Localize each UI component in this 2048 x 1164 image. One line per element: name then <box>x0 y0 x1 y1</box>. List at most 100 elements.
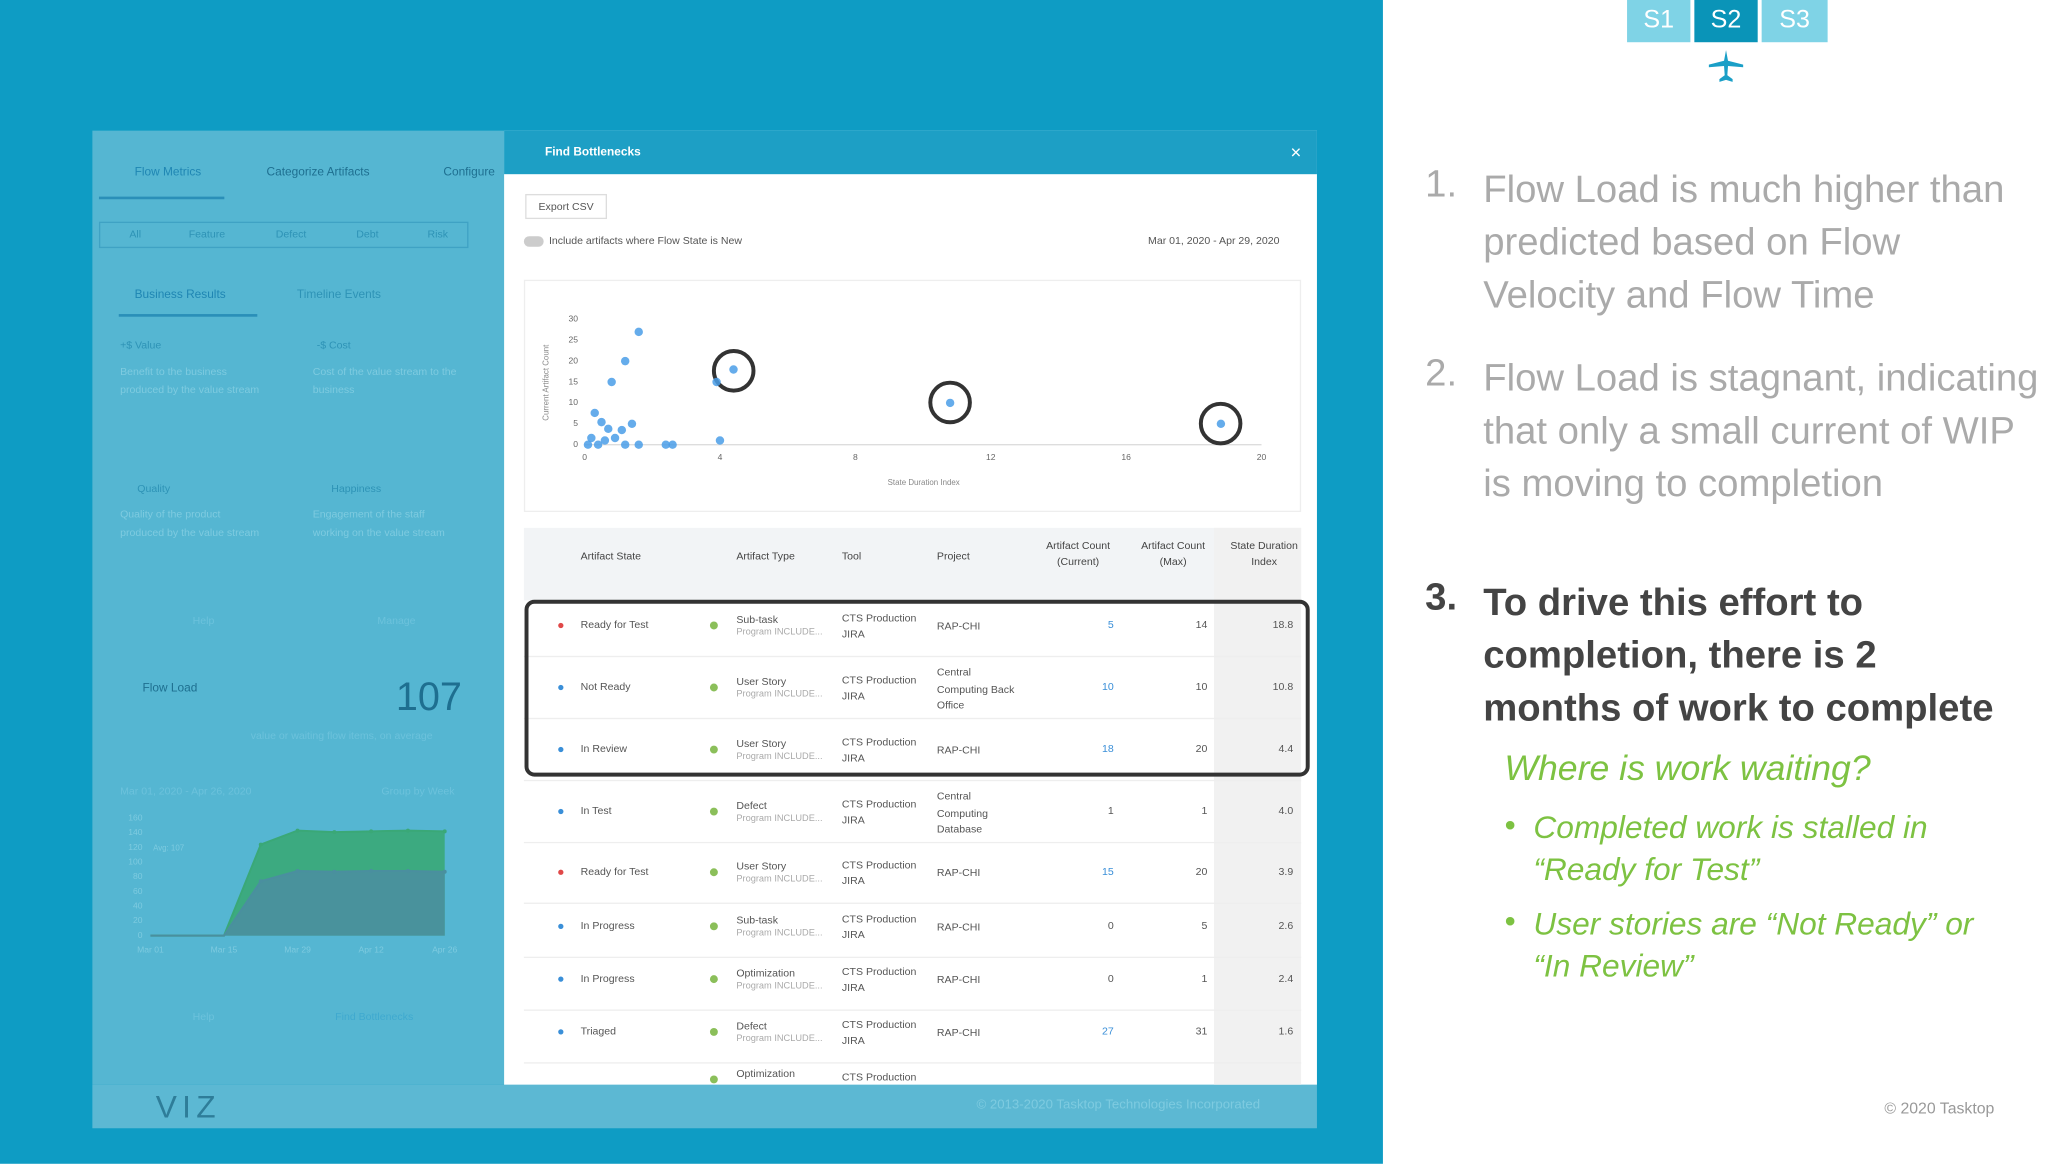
area <box>150 870 445 936</box>
manage-link[interactable]: Manage <box>377 614 416 627</box>
count: 1 <box>1107 804 1114 817</box>
filter-bar <box>98 221 469 249</box>
point <box>620 440 630 449</box>
status-dot <box>558 684 564 691</box>
find-link[interactable]: Find Bottlenecks <box>335 1010 414 1023</box>
help-link[interactable]: Help <box>192 614 215 627</box>
filter[interactable]: Defect <box>275 228 307 241</box>
logo: VIZ <box>155 1089 221 1126</box>
copyright: © 2013-2020 Tasktop Technologies Incorpo… <box>976 1097 1261 1113</box>
type: Defect <box>736 799 767 812</box>
nav-tab[interactable]: Flow Metrics <box>134 164 202 179</box>
filter[interactable]: All <box>129 228 142 241</box>
y-tick-label: 25 <box>568 334 578 344</box>
column-header[interactable]: Tool <box>841 550 862 563</box>
sdi: 10.8 <box>1272 680 1294 693</box>
card-title: -$ Cost <box>316 339 351 352</box>
nav-tab[interactable]: Configure <box>443 164 495 179</box>
column-header[interactable]: Artifact Count (Max) <box>1141 539 1206 568</box>
question: Where is work waiting? <box>1504 748 1871 788</box>
column-header[interactable]: Artifact Type <box>736 550 795 563</box>
y-tick-label: 140 <box>128 827 143 837</box>
x-axis-label: State Duration Index <box>888 478 960 487</box>
sdi: 18.8 <box>1272 618 1294 631</box>
column-header[interactable]: Project <box>936 550 970 563</box>
state: In Progress <box>580 972 635 985</box>
tool: CTS Production JIRA <box>841 736 917 765</box>
type: Defect <box>736 1020 767 1032</box>
point <box>587 433 596 443</box>
sub-tab[interactable]: Timeline Events <box>296 287 381 301</box>
state: Not Ready <box>580 680 631 693</box>
sdi: 2.6 <box>1278 919 1294 932</box>
tool: CTS Production JIRA <box>841 965 917 994</box>
x-tick-label: 8 <box>853 452 858 462</box>
slide-tab[interactable]: S1 <box>1627 0 1691 43</box>
sub-tab[interactable]: Business Results <box>134 287 226 301</box>
program: Program INCLUDE... <box>736 690 823 700</box>
nav-tab[interactable]: Categorize Artifacts <box>266 164 370 179</box>
point <box>620 356 630 366</box>
point <box>610 433 620 443</box>
close-button[interactable]: × <box>1290 141 1302 163</box>
project: Central Computing Back Office <box>936 666 1015 712</box>
max: 1 <box>1201 972 1208 985</box>
card-desc: Benefit to the business produced by the … <box>120 365 260 396</box>
tool: CTS Production JIRA <box>841 674 917 703</box>
point <box>593 440 603 449</box>
row-line <box>523 841 1302 844</box>
tool: CTS Production JIRA <box>841 1018 917 1047</box>
sdi: 1.6 <box>1278 1025 1294 1038</box>
card-desc: Quality of the product produced by the v… <box>120 508 260 539</box>
filter[interactable]: Feature <box>188 228 226 241</box>
point <box>600 436 610 445</box>
max: 1 <box>1201 804 1208 817</box>
column-header[interactable]: Artifact State <box>580 550 642 563</box>
point <box>597 417 606 427</box>
slide-tab[interactable]: S3 <box>1761 0 1828 43</box>
point <box>332 830 337 835</box>
type-icon <box>709 807 718 816</box>
modal-title: Find Bottlenecks <box>544 145 641 159</box>
y-tick-label: 5 <box>573 418 578 428</box>
help-link[interactable]: Help <box>192 1010 215 1023</box>
row-line <box>523 956 1302 959</box>
program: Program INCLUDE... <box>736 1034 823 1044</box>
plane-icon <box>1708 50 1744 82</box>
point <box>627 419 637 429</box>
point <box>590 408 599 418</box>
row-line <box>523 1062 1302 1064</box>
y-tick-label: 60 <box>133 886 143 896</box>
point <box>634 440 643 449</box>
slide-tab[interactable]: S2 <box>1694 0 1758 43</box>
sdi: 4.0 <box>1278 804 1294 817</box>
column-header[interactable]: Artifact Count (Current) <box>1046 539 1111 568</box>
state: In Review <box>580 742 627 755</box>
status-dot <box>558 622 564 629</box>
x-tick-label: Mar 01 <box>137 944 164 954</box>
column-header[interactable]: State Duration Index <box>1230 539 1298 568</box>
point <box>945 398 955 408</box>
filter[interactable]: Risk <box>427 228 449 241</box>
y-tick-label: 160 <box>128 812 143 822</box>
highlight-circle <box>928 380 972 425</box>
max: 20 <box>1195 742 1208 755</box>
filter[interactable]: Debt <box>356 228 379 241</box>
type: User Story <box>736 737 787 750</box>
export-button[interactable]: Export CSV <box>525 193 608 220</box>
annotation: Avg: 107 <box>153 844 184 853</box>
type-icon <box>709 868 718 877</box>
flow-load-caption: value or waiting flow items, on average <box>250 729 433 742</box>
status-dot <box>558 808 564 815</box>
toggle[interactable] <box>523 236 544 247</box>
count: 0 <box>1107 919 1114 932</box>
x-tick-label: 20 <box>1257 452 1267 462</box>
highlight-circle <box>1198 401 1243 446</box>
flow-load-title: Flow Load <box>142 680 198 695</box>
note-item: Flow Load is much higher than predicted … <box>1483 168 2005 317</box>
group-by[interactable]: Group by Week <box>381 785 455 798</box>
sdi: 2.4 <box>1278 972 1294 985</box>
max: 20 <box>1195 865 1208 878</box>
